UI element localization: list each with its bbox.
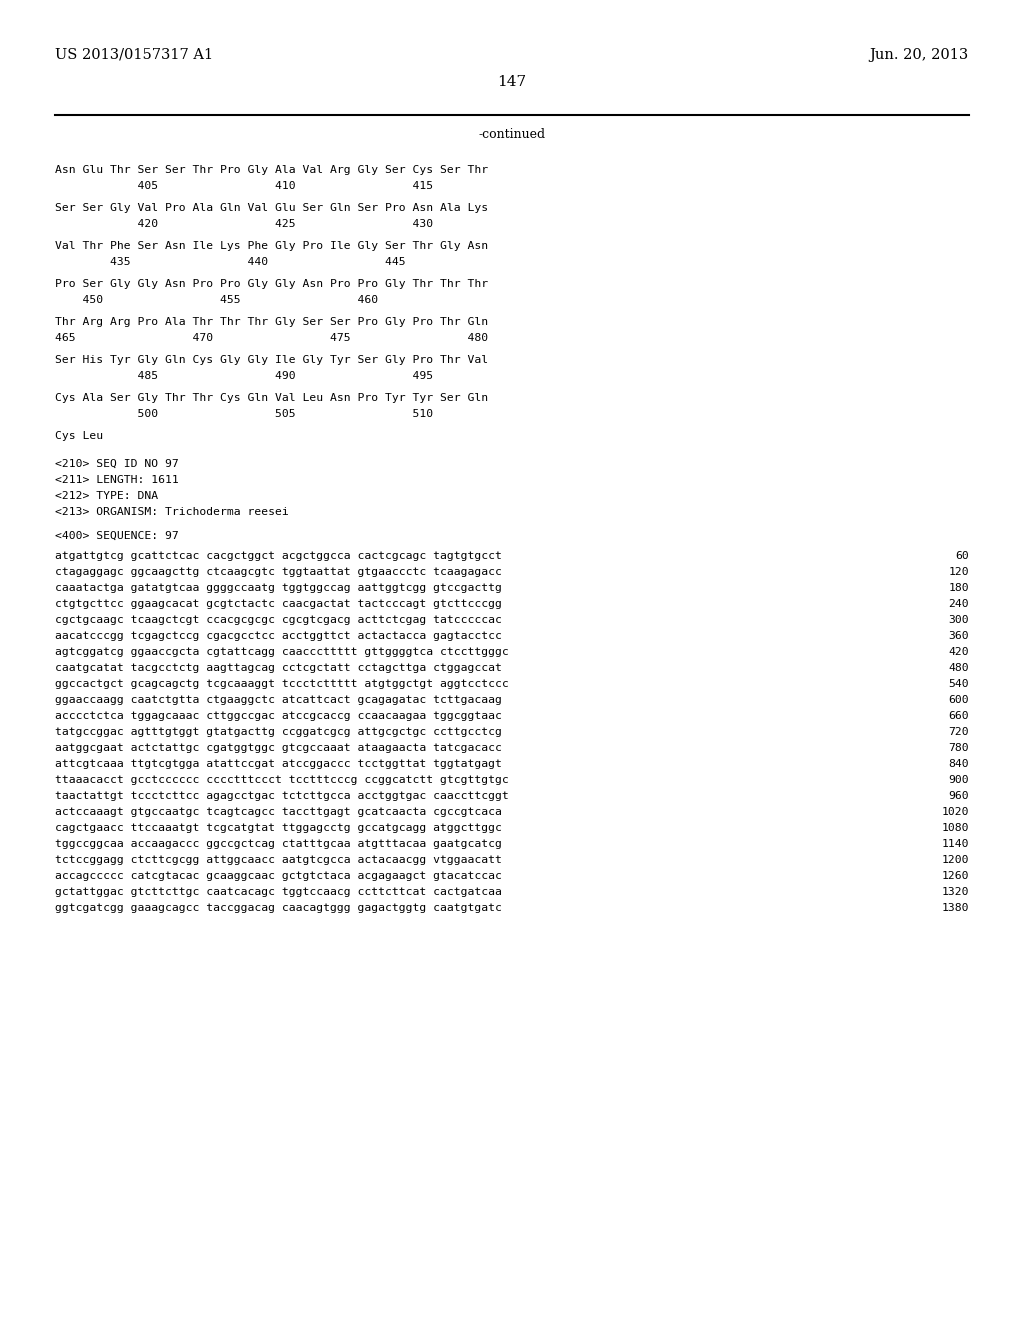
Text: 500                 505                 510: 500 505 510 xyxy=(55,409,433,418)
Text: Val Thr Phe Ser Asn Ile Lys Phe Gly Pro Ile Gly Ser Thr Gly Asn: Val Thr Phe Ser Asn Ile Lys Phe Gly Pro … xyxy=(55,242,488,251)
Text: ggtcgatcgg gaaagcagcc taccggacag caacagtggg gagactggtg caatgtgatc: ggtcgatcgg gaaagcagcc taccggacag caacagt… xyxy=(55,903,502,913)
Text: Jun. 20, 2013: Jun. 20, 2013 xyxy=(869,48,969,62)
Text: 600: 600 xyxy=(948,696,969,705)
Text: 420: 420 xyxy=(948,647,969,657)
Text: caaatactga gatatgtcaa ggggccaatg tggtggccag aattggtcgg gtccgacttg: caaatactga gatatgtcaa ggggccaatg tggtggc… xyxy=(55,583,502,593)
Text: Ser Ser Gly Val Pro Ala Gln Val Glu Ser Gln Ser Pro Asn Ala Lys: Ser Ser Gly Val Pro Ala Gln Val Glu Ser … xyxy=(55,203,488,213)
Text: <400> SEQUENCE: 97: <400> SEQUENCE: 97 xyxy=(55,531,179,541)
Text: accagccccc catcgtacac gcaaggcaac gctgtctaca acgagaagct gtacatccac: accagccccc catcgtacac gcaaggcaac gctgtct… xyxy=(55,871,502,880)
Text: 1260: 1260 xyxy=(941,871,969,880)
Text: ctgtgcttcc ggaagcacat gcgtctactc caacgactat tactcccagt gtcttcccgg: ctgtgcttcc ggaagcacat gcgtctactc caacgac… xyxy=(55,599,502,609)
Text: agtcggatcg ggaaccgcta cgtattcagg caacccttttt gttggggtca ctccttgggc: agtcggatcg ggaaccgcta cgtattcagg caaccct… xyxy=(55,647,509,657)
Text: <213> ORGANISM: Trichoderma reesei: <213> ORGANISM: Trichoderma reesei xyxy=(55,507,289,517)
Text: gctattggac gtcttcttgc caatcacagc tggtccaacg ccttcttcat cactgatcaa: gctattggac gtcttcttgc caatcacagc tggtcca… xyxy=(55,887,502,898)
Text: 1080: 1080 xyxy=(941,822,969,833)
Text: 180: 180 xyxy=(948,583,969,593)
Text: Cys Ala Ser Gly Thr Thr Cys Gln Val Leu Asn Pro Tyr Tyr Ser Gln: Cys Ala Ser Gly Thr Thr Cys Gln Val Leu … xyxy=(55,393,488,403)
Text: 780: 780 xyxy=(948,743,969,752)
Text: <212> TYPE: DNA: <212> TYPE: DNA xyxy=(55,491,158,502)
Text: tggccggcaa accaagaccc ggccgctcag ctatttgcaa atgtttacaa gaatgcatcg: tggccggcaa accaagaccc ggccgctcag ctatttg… xyxy=(55,840,502,849)
Text: 435                 440                 445: 435 440 445 xyxy=(55,257,406,267)
Text: Thr Arg Arg Pro Ala Thr Thr Thr Gly Ser Ser Pro Gly Pro Thr Gln: Thr Arg Arg Pro Ala Thr Thr Thr Gly Ser … xyxy=(55,317,488,327)
Text: -continued: -continued xyxy=(478,128,546,141)
Text: 300: 300 xyxy=(948,615,969,624)
Text: 147: 147 xyxy=(498,75,526,88)
Text: acccctctca tggagcaaac cttggccgac atccgcaccg ccaacaagaa tggcggtaac: acccctctca tggagcaaac cttggccgac atccgca… xyxy=(55,711,502,721)
Text: 360: 360 xyxy=(948,631,969,642)
Text: Cys Leu: Cys Leu xyxy=(55,432,103,441)
Text: 485                 490                 495: 485 490 495 xyxy=(55,371,433,381)
Text: ttaaacacct gcctcccccc cccctttccct tcctttcccg ccggcatctt gtcgttgtgc: ttaaacacct gcctcccccc cccctttccct tccttt… xyxy=(55,775,509,785)
Text: Asn Glu Thr Ser Ser Thr Pro Gly Ala Val Arg Gly Ser Cys Ser Thr: Asn Glu Thr Ser Ser Thr Pro Gly Ala Val … xyxy=(55,165,488,176)
Text: ggaaccaagg caatctgtta ctgaaggctc atcattcact gcagagatac tcttgacaag: ggaaccaagg caatctgtta ctgaaggctc atcattc… xyxy=(55,696,502,705)
Text: tctccggagg ctcttcgcgg attggcaacc aatgtcgcca actacaacgg vtggaacatt: tctccggagg ctcttcgcgg attggcaacc aatgtcg… xyxy=(55,855,502,865)
Text: cagctgaacc ttccaaatgt tcgcatgtat ttggagcctg gccatgcagg atggcttggc: cagctgaacc ttccaaatgt tcgcatgtat ttggagc… xyxy=(55,822,502,833)
Text: 420                 425                 430: 420 425 430 xyxy=(55,219,433,228)
Text: <211> LENGTH: 1611: <211> LENGTH: 1611 xyxy=(55,475,179,484)
Text: tatgccggac agtttgtggt gtatgacttg ccggatcgcg attgcgctgc ccttgcctcg: tatgccggac agtttgtggt gtatgacttg ccggatc… xyxy=(55,727,502,737)
Text: 1380: 1380 xyxy=(941,903,969,913)
Text: <210> SEQ ID NO 97: <210> SEQ ID NO 97 xyxy=(55,459,179,469)
Text: 450                 455                 460: 450 455 460 xyxy=(55,294,378,305)
Text: 60: 60 xyxy=(955,550,969,561)
Text: 1320: 1320 xyxy=(941,887,969,898)
Text: cgctgcaagc tcaagctcgt ccacgcgcgc cgcgtcgacg acttctcgag tatcccccac: cgctgcaagc tcaagctcgt ccacgcgcgc cgcgtcg… xyxy=(55,615,502,624)
Text: 900: 900 xyxy=(948,775,969,785)
Text: ggccactgct gcagcagctg tcgcaaaggt tccctcttttt atgtggctgt aggtcctccc: ggccactgct gcagcagctg tcgcaaaggt tccctct… xyxy=(55,678,509,689)
Text: aacatcccgg tcgagctccg cgacgcctcc acctggttct actactacca gagtacctcc: aacatcccgg tcgagctccg cgacgcctcc acctggt… xyxy=(55,631,502,642)
Text: 480: 480 xyxy=(948,663,969,673)
Text: 960: 960 xyxy=(948,791,969,801)
Text: aatggcgaat actctattgc cgatggtggc gtcgccaaat ataagaacta tatcgacacc: aatggcgaat actctattgc cgatggtggc gtcgcca… xyxy=(55,743,502,752)
Text: 540: 540 xyxy=(948,678,969,689)
Text: Ser His Tyr Gly Gln Cys Gly Gly Ile Gly Tyr Ser Gly Pro Thr Val: Ser His Tyr Gly Gln Cys Gly Gly Ile Gly … xyxy=(55,355,488,366)
Text: 1020: 1020 xyxy=(941,807,969,817)
Text: 465                 470                 475                 480: 465 470 475 480 xyxy=(55,333,488,343)
Text: 840: 840 xyxy=(948,759,969,770)
Text: US 2013/0157317 A1: US 2013/0157317 A1 xyxy=(55,48,213,62)
Text: 660: 660 xyxy=(948,711,969,721)
Text: taactattgt tccctcttcc agagcctgac tctcttgcca acctggtgac caaccttcggt: taactattgt tccctcttcc agagcctgac tctcttg… xyxy=(55,791,509,801)
Text: 1140: 1140 xyxy=(941,840,969,849)
Text: attcgtcaaa ttgtcgtgga atattccgat atccggaccc tcctggttat tggtatgagt: attcgtcaaa ttgtcgtgga atattccgat atccgga… xyxy=(55,759,502,770)
Text: 720: 720 xyxy=(948,727,969,737)
Text: atgattgtcg gcattctcac cacgctggct acgctggcca cactcgcagc tagtgtgcct: atgattgtcg gcattctcac cacgctggct acgctgg… xyxy=(55,550,502,561)
Text: 240: 240 xyxy=(948,599,969,609)
Text: 120: 120 xyxy=(948,568,969,577)
Text: 405                 410                 415: 405 410 415 xyxy=(55,181,433,191)
Text: caatgcatat tacgcctctg aagttagcag cctcgctatt cctagcttga ctggagccat: caatgcatat tacgcctctg aagttagcag cctcgct… xyxy=(55,663,502,673)
Text: Pro Ser Gly Gly Asn Pro Pro Gly Gly Asn Pro Pro Gly Thr Thr Thr: Pro Ser Gly Gly Asn Pro Pro Gly Gly Asn … xyxy=(55,279,488,289)
Text: 1200: 1200 xyxy=(941,855,969,865)
Text: actccaaagt gtgccaatgc tcagtcagcc taccttgagt gcatcaacta cgccgtcaca: actccaaagt gtgccaatgc tcagtcagcc taccttg… xyxy=(55,807,502,817)
Text: ctagaggagc ggcaagcttg ctcaagcgtc tggtaattat gtgaaccctc tcaagagacc: ctagaggagc ggcaagcttg ctcaagcgtc tggtaat… xyxy=(55,568,502,577)
